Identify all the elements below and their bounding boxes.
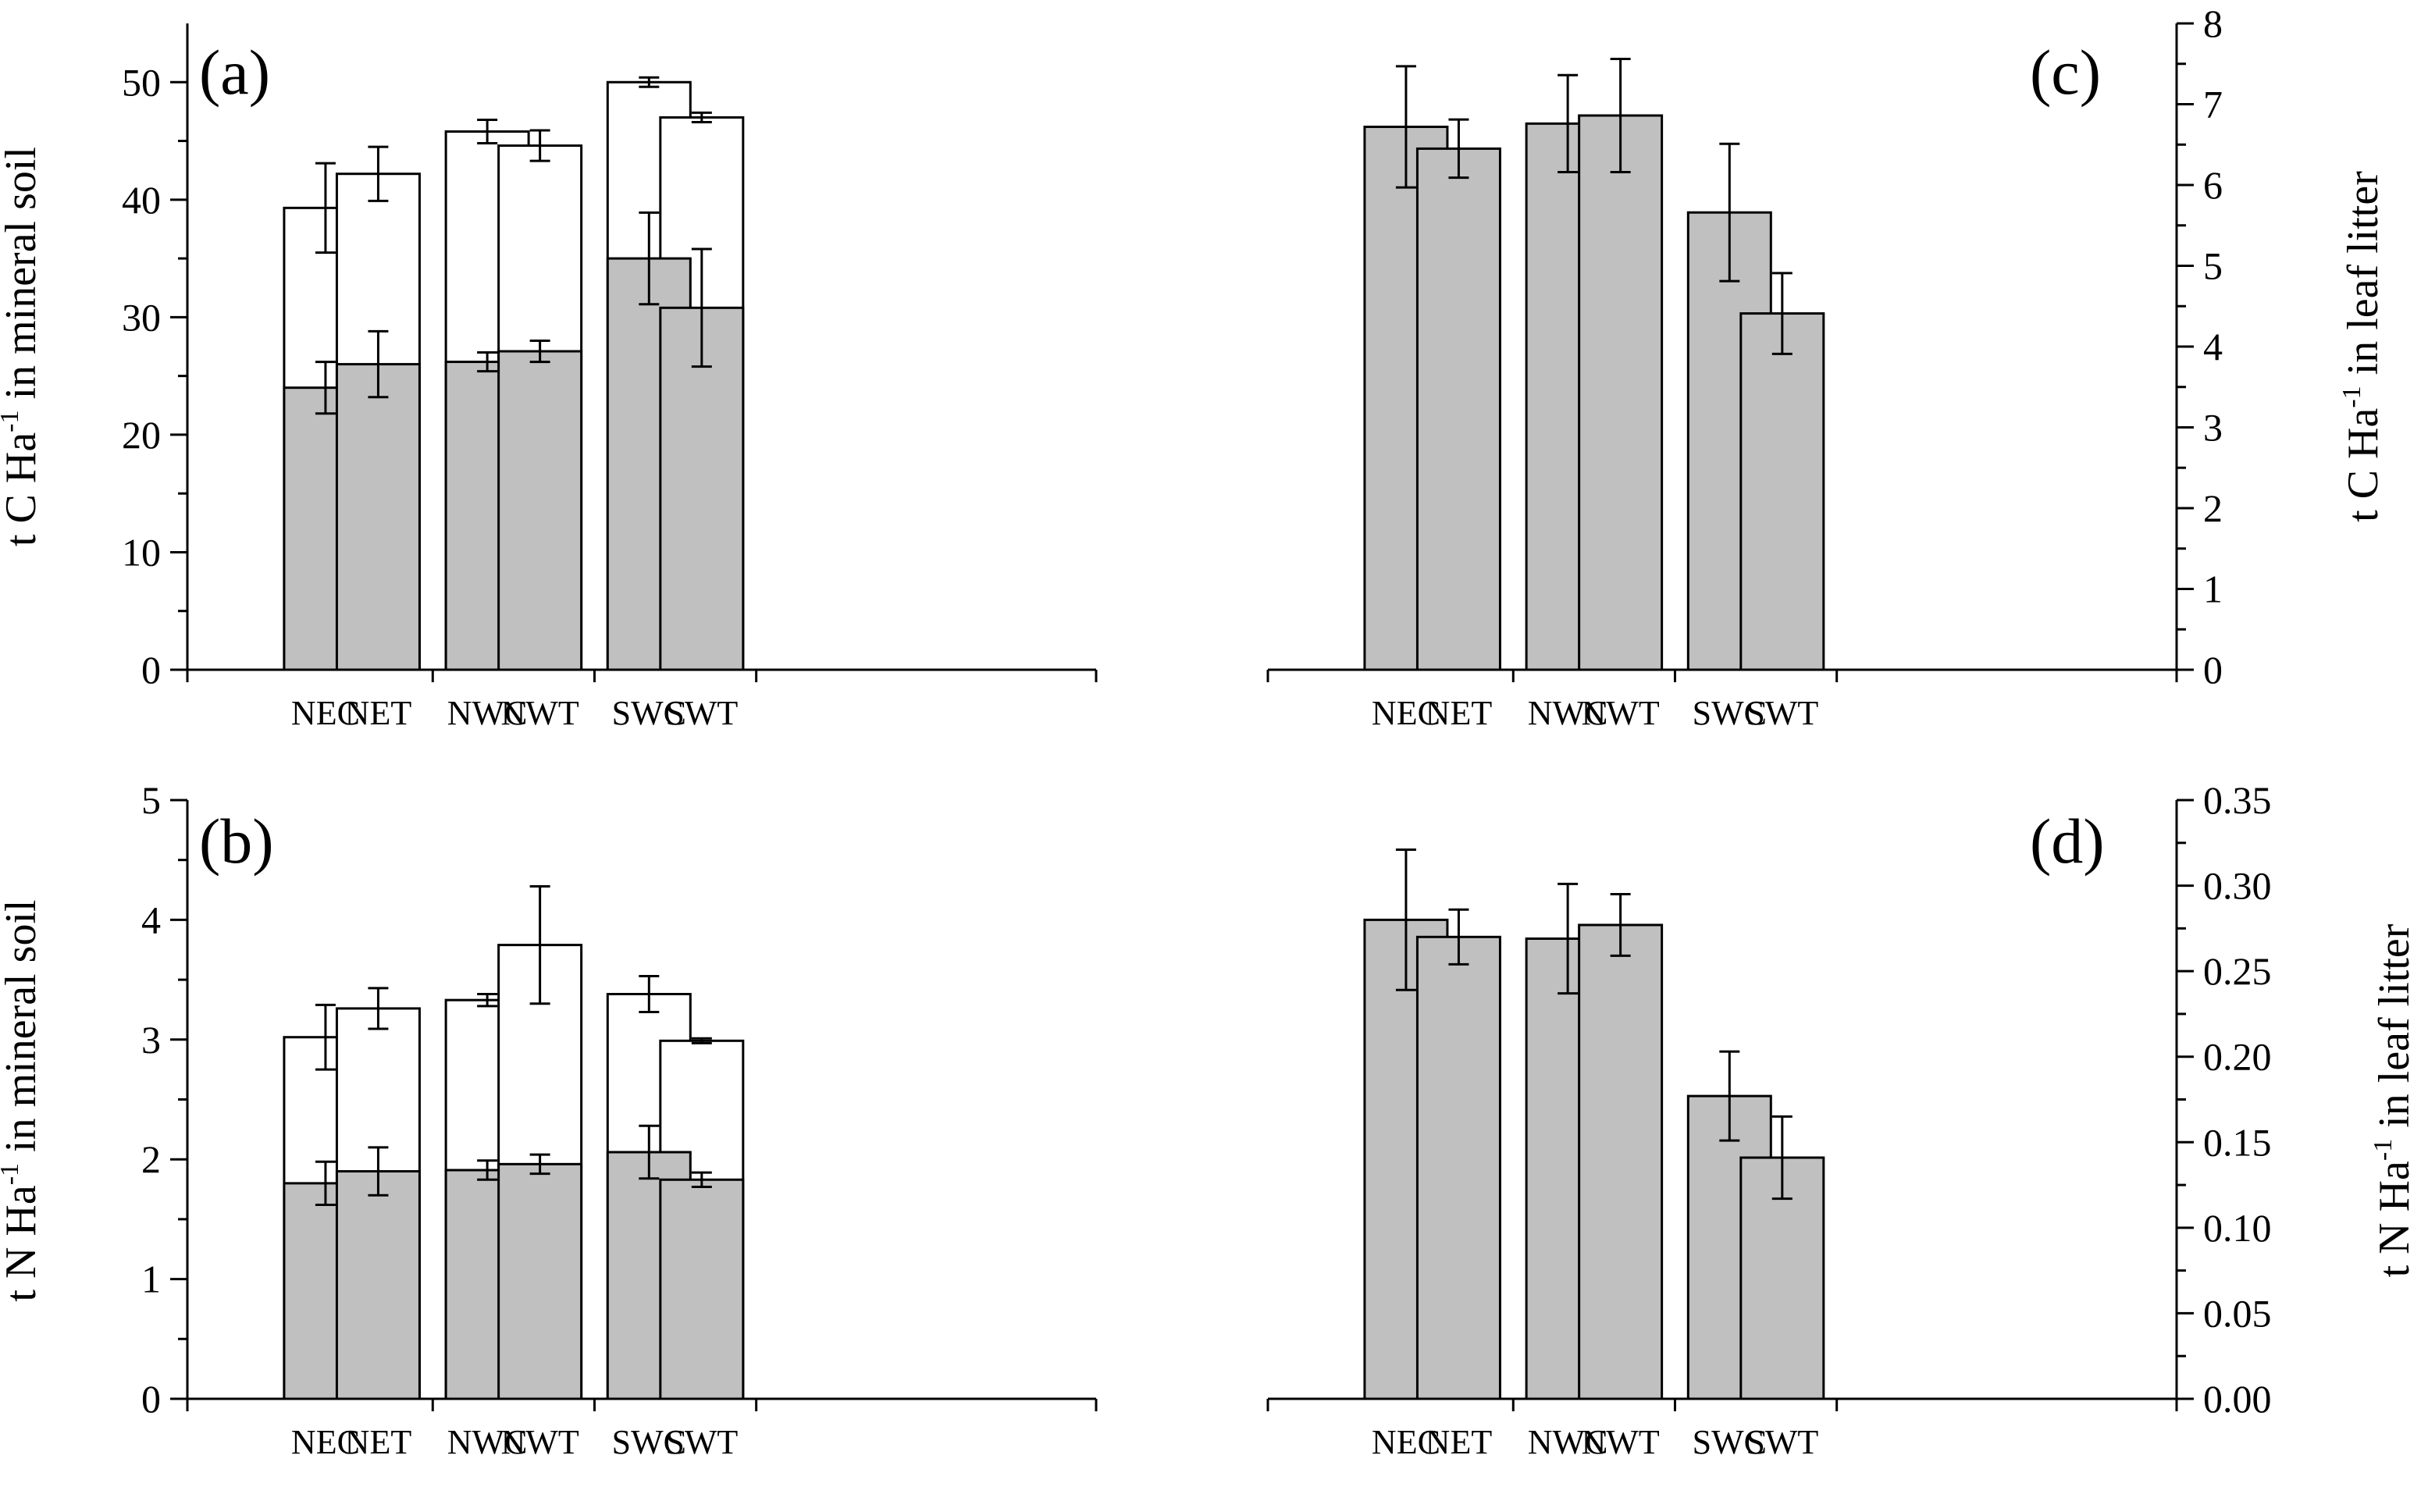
y-axis-title-text: in mineral soil <box>0 899 45 1163</box>
x-category-label: NET <box>345 694 412 732</box>
y-axis-title-text: t C Ha <box>2339 408 2387 522</box>
bar-lower-SWT <box>659 1178 745 1400</box>
bar-lower-NET <box>335 1170 421 1400</box>
bar-leaf-litter-N-NWT <box>1578 923 1664 1400</box>
y-tick-label: 10 <box>122 530 161 574</box>
x-category-label: SWC <box>1693 1423 1767 1461</box>
x-category-label: NWT <box>501 694 579 732</box>
y-axis-title-text: in leaf litter <box>2339 171 2387 386</box>
y-axis-title-text: t N Ha <box>2370 1161 2419 1277</box>
y-axis-title: t C Ha-1 in mineral soil <box>0 147 45 546</box>
y-axis-title-superscript: -1 <box>2337 386 2366 407</box>
x-category-label: NWC <box>1528 694 1608 732</box>
y-axis-title-superscript: -1 <box>0 410 24 432</box>
y-tick-label: 2 <box>2203 486 2223 530</box>
bar-leaf-litter-C-SWT <box>1739 312 1825 671</box>
y-tick-label: 5 <box>2203 244 2223 288</box>
y-tick-label: 0.20 <box>2203 1035 2272 1079</box>
y-tick-label: 20 <box>122 413 161 457</box>
bar-lower-NWT <box>497 350 583 671</box>
y-tick-label: 3 <box>141 1018 161 1062</box>
x-category-label: SWC <box>612 1423 686 1461</box>
bar-lower-SWT <box>659 306 745 671</box>
y-tick-label: 0.35 <box>2203 778 2272 822</box>
y-axis-title-text: in mineral soil <box>0 147 45 411</box>
y-axis-title-superscript: -1 <box>2369 1139 2398 1161</box>
y-tick-label: 4 <box>141 898 161 941</box>
bar-lower-NET <box>335 363 421 671</box>
y-tick-label: 2 <box>141 1137 161 1181</box>
y-tick-label: 0.30 <box>2203 864 2272 908</box>
y-tick-label: 50 <box>122 60 161 104</box>
y-tick-label: 6 <box>2203 163 2223 207</box>
y-axis-title-text: t C Ha <box>0 432 45 546</box>
y-tick-label: 0 <box>141 648 161 692</box>
x-category-label: NEC <box>1372 1423 1440 1461</box>
y-axis-title: t C Ha-1 in leaf litter <box>2337 171 2387 522</box>
x-category-label: SWC <box>1693 694 1767 732</box>
y-tick-label: 0.15 <box>2203 1120 2272 1164</box>
x-category-label: NEC <box>1372 694 1440 732</box>
x-category-label: SWT <box>1746 1423 1818 1461</box>
y-tick-label: 0.25 <box>2203 949 2272 993</box>
bar-leaf-litter-C-NET <box>1415 147 1501 671</box>
x-category-label: SWC <box>612 694 686 732</box>
x-category-label: NEC <box>291 694 360 732</box>
x-category-label: SWT <box>1746 694 1818 732</box>
y-tick-label: 0 <box>2203 648 2223 692</box>
x-category-label: NWT <box>1582 1423 1660 1461</box>
y-tick-label: 30 <box>122 295 161 339</box>
y-tick-label: 0.10 <box>2203 1206 2272 1250</box>
x-category-label: NWC <box>447 694 528 732</box>
x-category-label: NWT <box>501 1423 579 1461</box>
y-tick-label: 0.00 <box>2203 1377 2272 1421</box>
x-category-label: NET <box>345 1423 412 1461</box>
x-category-label: SWT <box>665 694 738 732</box>
x-category-label: NET <box>1426 694 1493 732</box>
y-tick-label: 0 <box>141 1377 161 1421</box>
x-category-label: NWT <box>1582 694 1660 732</box>
y-tick-label: 0.05 <box>2203 1291 2272 1335</box>
panel-tag: (b) <box>199 806 274 877</box>
bar-leaf-litter-N-NET <box>1415 935 1501 1400</box>
y-tick-label: 4 <box>2203 325 2223 368</box>
y-tick-label: 5 <box>141 778 161 822</box>
bar-lower-NWT <box>497 1162 583 1400</box>
y-tick-label: 8 <box>2203 2 2223 45</box>
y-axis-title-text: t N Ha <box>0 1185 45 1301</box>
panel-tag: (c) <box>2030 37 2101 108</box>
y-tick-label: 1 <box>2203 567 2223 611</box>
y-tick-label: 40 <box>122 178 161 222</box>
x-category-label: NWC <box>1528 1423 1608 1461</box>
y-tick-label: 1 <box>141 1258 161 1301</box>
y-axis-title: t N Ha-1 in leaf litter <box>2369 923 2419 1277</box>
y-axis-title: t N Ha-1 in mineral soil <box>0 899 45 1301</box>
x-category-label: NWC <box>447 1423 528 1461</box>
panel-tag: (a) <box>199 37 270 108</box>
panel-tag: (d) <box>2030 806 2105 877</box>
bar-leaf-litter-C-NWT <box>1578 114 1664 671</box>
y-tick-label: 3 <box>2203 406 2223 450</box>
y-axis-title-text: in leaf litter <box>2370 923 2419 1139</box>
y-axis-title-superscript: -1 <box>0 1163 24 1185</box>
y-tick-label: 7 <box>2203 83 2223 126</box>
x-category-label: NET <box>1426 1423 1493 1461</box>
x-category-label: NEC <box>291 1423 360 1461</box>
x-category-label: SWT <box>665 1423 738 1461</box>
